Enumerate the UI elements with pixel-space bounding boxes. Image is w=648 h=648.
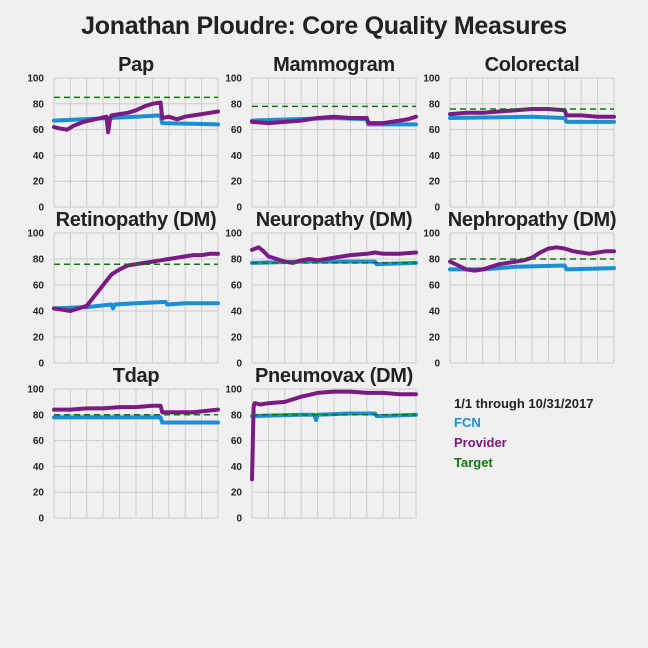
y-tick-label: 40	[231, 462, 243, 473]
chart-pap: 0 20 40 60 80 100 Pap	[27, 54, 220, 214]
y-tick-label: 40	[231, 151, 243, 162]
y-tick-label: 100	[423, 74, 440, 85]
y-tick-label: 0	[38, 203, 44, 214]
y-tick-label: 100	[225, 74, 242, 85]
y-tick-label: 0	[434, 203, 440, 214]
y-tick-label: 60	[231, 281, 243, 292]
y-tick-label: 0	[236, 514, 242, 525]
chart-title: Nephropathy (DM)	[448, 209, 617, 231]
chart-title: Colorectal	[485, 54, 580, 76]
y-tick-label: 60	[33, 125, 45, 136]
y-tick-label: 80	[231, 255, 243, 266]
series-line-provider	[52, 403, 220, 415]
y-tick-label: 20	[33, 333, 45, 344]
chart-title: Neuropathy (DM)	[256, 209, 413, 231]
y-tick-label: 20	[33, 177, 45, 188]
chart-title: Pneumovax (DM)	[255, 365, 413, 387]
chart-neuropathy-dm: 0 20 40 60 80 100 Neuropathy (DM)	[225, 209, 418, 370]
chart-pneumovax-dm: 0 20 40 60 80 100 Pneumovax (DM)	[225, 365, 418, 525]
chart-nephropathy-dm: 0 20 40 60 80 100 Nephropathy (DM)	[423, 209, 616, 370]
y-tick-label: 20	[33, 488, 45, 499]
y-tick-label: 0	[38, 359, 44, 370]
y-tick-label: 40	[231, 307, 243, 318]
y-tick-label: 20	[231, 488, 243, 499]
y-tick-label: 40	[429, 307, 441, 318]
y-tick-label: 40	[33, 462, 45, 473]
legend-item-provider: Provider	[454, 435, 507, 450]
chart-tdap: 0 20 40 60 80 100 Tdap	[27, 365, 220, 525]
series-line-provider	[250, 245, 418, 265]
series-line-provider	[448, 245, 616, 273]
y-tick-label: 20	[231, 177, 243, 188]
y-tick-label: 80	[429, 255, 441, 266]
y-tick-label: 40	[429, 151, 441, 162]
legend: 1/1 through 10/31/2017 FCN Provider Targ…	[454, 396, 593, 470]
y-tick-label: 0	[38, 514, 44, 525]
series-line-provider	[250, 114, 418, 126]
y-tick-label: 0	[236, 203, 242, 214]
y-tick-label: 80	[33, 99, 45, 110]
chart-title: Mammogram	[273, 54, 395, 76]
y-tick-label: 80	[33, 255, 45, 266]
y-tick-label: 40	[33, 307, 45, 318]
y-tick-label: 60	[231, 125, 243, 136]
series-line-fcn	[52, 299, 220, 311]
chart-retinopathy-dm: 0 20 40 60 80 100 Retinopathy (DM)	[27, 209, 220, 370]
chart-title: Tdap	[113, 365, 160, 387]
series-line-provider	[52, 100, 220, 135]
y-tick-label: 60	[429, 281, 441, 292]
series-line-provider	[250, 389, 418, 482]
y-tick-label: 100	[27, 385, 44, 396]
y-tick-label: 60	[231, 436, 243, 447]
y-tick-label: 40	[33, 151, 45, 162]
chart-title: Retinopathy (DM)	[56, 209, 217, 231]
y-tick-label: 60	[429, 125, 441, 136]
main-title: Jonathan Ploudre: Core Quality Measures	[81, 12, 567, 40]
y-tick-label: 60	[33, 281, 45, 292]
chart-panels: 0 20 40 60 80 100 Pap 0 20 40 60 80 100 Mammogram 0 20 4…	[27, 54, 616, 525]
y-tick-label: 100	[423, 229, 440, 240]
chart-title: Pap	[118, 54, 154, 76]
y-tick-label: 100	[225, 229, 242, 240]
y-tick-label: 0	[236, 359, 242, 370]
y-tick-label: 80	[33, 410, 45, 421]
chart-mammogram: 0 20 40 60 80 100 Mammogram	[225, 54, 418, 214]
y-tick-label: 20	[429, 177, 441, 188]
y-tick-label: 80	[231, 410, 243, 421]
y-tick-label: 100	[27, 229, 44, 240]
y-tick-label: 80	[429, 99, 441, 110]
legend-item-fcn: FCN	[454, 415, 481, 430]
chart-colorectal: 0 20 40 60 80 100 Colorectal	[423, 54, 616, 214]
y-tick-label: 20	[231, 333, 243, 344]
legend-item-target: Target	[454, 455, 493, 470]
y-tick-label: 80	[231, 99, 243, 110]
y-tick-label: 100	[225, 385, 242, 396]
y-tick-label: 60	[33, 436, 45, 447]
y-tick-label: 100	[27, 74, 44, 85]
y-tick-label: 0	[434, 359, 440, 370]
y-tick-label: 20	[429, 333, 441, 344]
series-line-fcn	[448, 114, 616, 124]
legend-period: 1/1 through 10/31/2017	[454, 396, 593, 411]
series-line-fcn	[52, 415, 220, 425]
